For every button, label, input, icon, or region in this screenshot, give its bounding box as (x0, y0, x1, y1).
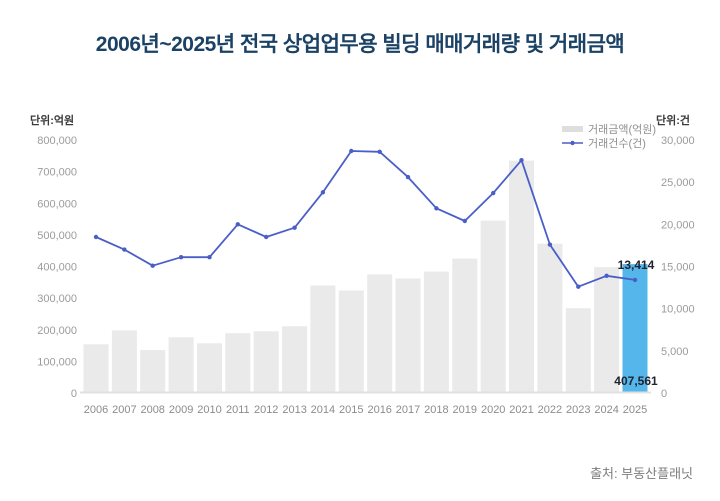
bar-2013 (282, 326, 308, 393)
marker-2011 (235, 222, 240, 227)
marker-2016 (377, 149, 382, 154)
marker-2008 (150, 263, 155, 268)
x-axis-label-2024: 2024 (594, 404, 618, 416)
marker-2012 (264, 234, 269, 240)
marker-2020 (491, 190, 496, 196)
marker-2021 (519, 158, 524, 163)
right-axis-tick: 20,000 (661, 219, 695, 231)
bar-2015 (338, 290, 364, 393)
right-axis-unit-label: 단위:건 (656, 115, 691, 127)
marker-2013 (292, 225, 297, 230)
right-axis-tick: 15,000 (661, 262, 695, 274)
left-axis-tick: 600,000 (37, 198, 77, 210)
x-axis-baseline (80, 391, 651, 394)
x-axis-label-2025: 2025 (623, 404, 647, 416)
left-axis-tick: 200,000 (37, 325, 77, 337)
bar-2022 (537, 243, 563, 393)
bar-2025 (622, 264, 648, 393)
right-axis-tick: 5,000 (661, 346, 689, 358)
marker-2023 (576, 284, 581, 289)
left-axis-tick: 800,000 (37, 135, 77, 147)
marker-2025 (632, 277, 638, 283)
left-axis-tick: 0 (71, 388, 77, 400)
bar-2016 (367, 274, 393, 393)
right-axis-tick: 0 (661, 388, 667, 400)
bar-2008 (140, 350, 166, 393)
bar-2019 (452, 258, 478, 393)
bar-2011 (225, 333, 251, 393)
marker-2024 (604, 273, 609, 278)
x-axis-label-2008: 2008 (140, 404, 164, 416)
left-axis-unit-label: 단위:억원 (30, 115, 75, 127)
x-axis-label-2021: 2021 (509, 404, 533, 416)
bar-2007 (111, 330, 137, 393)
marker-2019 (462, 218, 467, 224)
x-axis-label-2019: 2019 (453, 404, 477, 416)
bar-series-swatch-icon (562, 125, 583, 132)
bar-2024 (594, 267, 620, 393)
x-axis-label-2018: 2018 (424, 404, 448, 416)
left-axis-tick: 700,000 (37, 167, 77, 179)
x-axis-label-2022: 2022 (538, 404, 562, 416)
bar-2009 (168, 337, 194, 393)
bar-2012 (253, 331, 279, 393)
bar-2020 (480, 220, 506, 393)
marker-2015 (349, 148, 354, 154)
marker-2022 (547, 242, 553, 247)
marker-2014 (320, 190, 326, 195)
source-credit: 출처: 부동산플래닛 (590, 466, 693, 481)
legend-marker-glyph (570, 140, 575, 145)
x-axis-label-2016: 2016 (367, 404, 391, 416)
x-axis-label-2009: 2009 (169, 404, 193, 416)
x-axis-label-2014: 2014 (311, 404, 335, 416)
marker-2010 (207, 255, 212, 260)
marker-2009 (178, 255, 184, 260)
x-axis-label-2011: 2011 (226, 404, 250, 416)
marker-2017 (405, 174, 411, 180)
x-axis-label-2013: 2013 (282, 404, 306, 416)
right-axis-tick: 25,000 (661, 177, 695, 189)
bar-2006 (83, 344, 109, 393)
line-value-callout: 13,414 (617, 258, 655, 272)
marker-2006 (93, 234, 99, 240)
x-axis-label-2020: 2020 (481, 404, 505, 416)
left-axis-tick: 400,000 (37, 262, 77, 274)
line-series-swatch-icon (562, 139, 583, 147)
left-axis-tick: 500,000 (37, 230, 77, 242)
bar-2018 (423, 271, 449, 393)
x-axis-label-2023: 2023 (566, 404, 590, 416)
marker-2018 (434, 206, 439, 211)
bar-value-callout: 407,561 (614, 374, 658, 388)
bar-2014 (310, 285, 336, 393)
page-title: 2006년~2025년 전국 상업업무용 빌딩 매매거래량 및 거래금액 (95, 33, 625, 56)
x-axis-label-2006: 2006 (84, 404, 108, 416)
left-axis-tick: 300,000 (37, 293, 77, 305)
x-axis-label-2017: 2017 (396, 404, 420, 416)
legend-label-amount: 거래금액(억원) (588, 123, 657, 136)
right-axis-tick: 30,000 (661, 135, 695, 147)
x-axis-label-2007: 2007 (112, 404, 136, 416)
x-axis-label-2015: 2015 (339, 404, 363, 416)
left-axis-tick: 100,000 (37, 356, 77, 368)
legend-label-count: 거래건수(건) (588, 137, 646, 150)
bar-2021 (509, 160, 534, 393)
chart-legend: 거래금액(억원) 거래건수(건) (562, 122, 656, 150)
x-axis-label-2012: 2012 (254, 404, 278, 416)
legend-item-amount: 거래금액(억원) (562, 122, 657, 136)
bar-2010 (197, 343, 222, 393)
bar-2017 (395, 278, 421, 393)
right-axis-tick: 10,000 (661, 304, 695, 316)
marker-2007 (122, 247, 127, 252)
bar-2023 (565, 308, 591, 393)
legend-item-count: 거래건수(건) (562, 136, 656, 150)
x-axis-label-2010: 2010 (197, 404, 221, 416)
trend-line (95, 150, 636, 288)
